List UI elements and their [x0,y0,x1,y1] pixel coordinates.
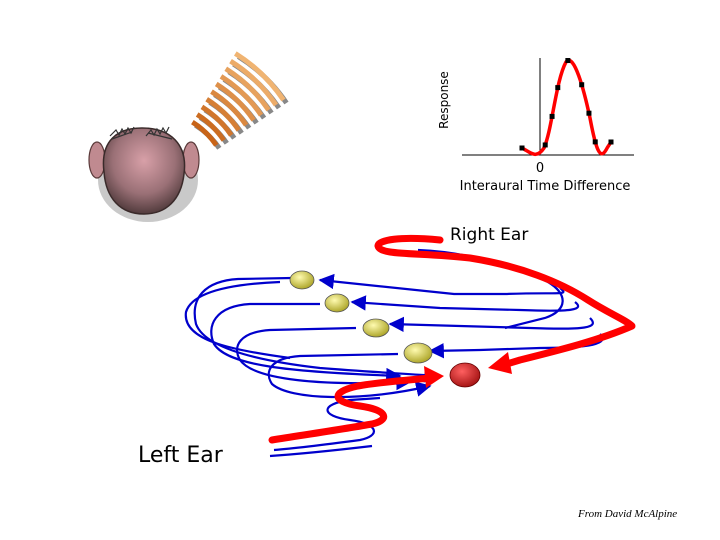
wave-arc [191,120,219,147]
axon [236,326,412,391]
neuron-active [449,362,481,388]
axon [193,276,440,383]
head-icon [88,126,200,222]
wave-arc [233,51,286,102]
credit-label: From David McAlpine [577,508,677,520]
curve-sample-point [555,85,561,91]
left-ear-label: Left Ear [138,443,224,468]
right-ear-axons [318,248,604,359]
right-ear-label: Right Ear [450,225,528,245]
neuron-4 [403,342,433,364]
left-ear-arrowhead [424,366,444,388]
left-ear-axons [184,276,440,399]
sound-wave-fan-icon [191,51,289,150]
axon [210,302,402,384]
curve-sample-point [549,113,555,119]
wave-arc [224,66,271,112]
curve-sample-point [565,58,571,64]
curve-sample-point [586,110,592,116]
curve-sample-point [519,145,525,151]
wave-arc [214,81,256,122]
zero-tick-label: 0 [536,161,544,176]
wave-arc [200,104,234,137]
right-ear-signal [374,234,636,370]
wave-arc [205,97,241,132]
tuning-curve [520,58,613,157]
neuron-3 [362,318,390,338]
delay-line-circuit [184,234,636,458]
wave-arc [229,58,279,107]
wave-arc [219,74,264,117]
curve-sample-point [592,139,598,145]
tuning-curve-graph: Response 0 Interaural Time Difference [437,58,634,194]
axon [267,352,432,399]
curve-sample-point [579,82,585,88]
x-axis-label: Interaural Time Difference [460,179,631,194]
neuron-2 [324,293,350,313]
neuron-1 [289,270,315,290]
axon [318,273,565,296]
y-axis-label: Response [437,71,451,129]
right-ear-arrowhead [488,352,512,374]
axon [388,316,594,333]
curve-sample-point [542,142,548,148]
wave-arc [210,89,249,127]
left-ear-trunk [269,396,381,458]
left-ear-signal [268,374,434,444]
wave-arc [195,112,226,142]
axon [184,280,291,360]
curve-sample-point [608,139,614,145]
eyebrows-icon [109,126,173,140]
axon [350,295,580,312]
